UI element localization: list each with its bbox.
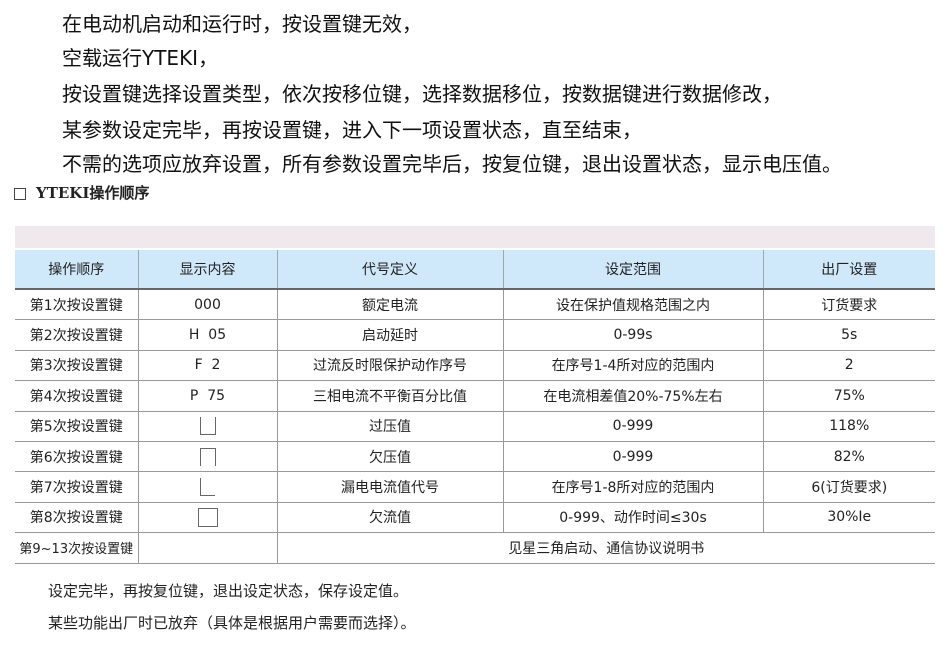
table-cell: 在序号1-8所对应的范围内 xyxy=(502,471,764,503)
table-cell: 2 xyxy=(762,349,935,382)
table-cell: 启动延时 xyxy=(276,319,504,351)
table-row: 第4次按设置键 P 75 三相电流不平衡百分比值 在电流相差值20%-75%左右 75% xyxy=(15,380,935,412)
table-cell: 0-999 xyxy=(502,410,764,442)
table-cell: 欠流值 xyxy=(276,501,504,534)
table-cell: 订货要求 xyxy=(762,288,935,321)
segment-display-icon xyxy=(199,447,216,466)
table-cell: 欠压值 xyxy=(276,440,504,473)
table-cell: 第7次按设置键 xyxy=(15,471,139,503)
table-cell: 第8次按设置键 xyxy=(15,501,139,534)
table-cell: 额定电流 xyxy=(276,288,504,321)
table-cell xyxy=(137,410,278,442)
square-bullet-icon xyxy=(14,188,26,200)
table-cell: F 2 xyxy=(137,349,278,382)
table-cell: 三相电流不平衡百分比值 xyxy=(276,380,504,412)
table-cell: 过压值 xyxy=(276,410,504,442)
table-cell: 5s xyxy=(762,319,935,351)
table-cell: 0-999、动作时间≤30s xyxy=(502,501,764,534)
table-row: 第7次按设置键 漏电电流值代号 在序号1-8所对应的范围内 6(订货要求) xyxy=(15,471,935,503)
table-cell: 82% xyxy=(762,440,935,473)
table-row: 第1次按设置键 000 额定电流 设在保护值规格范围之内 订货要求 xyxy=(15,288,935,321)
table-band xyxy=(15,226,935,248)
table-cell xyxy=(137,471,278,503)
table-cell: 118% xyxy=(762,410,935,442)
table-cell xyxy=(137,532,278,564)
header-cell: 设定范围 xyxy=(502,250,764,289)
table-row: 第8次按设置键 欠流值 0-999、动作时间≤30s 30%Ie xyxy=(15,501,935,534)
table-cell: 第1次按设置键 xyxy=(15,288,139,321)
table-cell: 见星三角启动、通信协议说明书 xyxy=(276,532,935,564)
table-cell: 0-99s xyxy=(502,319,764,351)
table-cell: P 75 xyxy=(137,380,278,412)
header-cell: 出厂设置 xyxy=(762,250,935,289)
table-cell: 第9~13次按设置键 xyxy=(15,532,139,564)
intro-line: 空载运行YTEKI， xyxy=(62,46,219,70)
segment-display-icon xyxy=(197,507,218,527)
section-title-text: YTEKI操作顺序 xyxy=(36,184,150,202)
footer-note: 某些功能出厂时已放弃（具体是根据用户需要而选择）。 xyxy=(48,614,416,632)
table-cell: 在电流相差值20%-75%左右 xyxy=(502,380,764,412)
table-cell: 30%Ie xyxy=(762,501,935,534)
table-cell: 第3次按设置键 xyxy=(15,349,139,382)
table-cell: 0-999 xyxy=(502,440,764,473)
header-cell: 操作顺序 xyxy=(15,250,139,289)
table-row: 第3次按设置键 F 2 过流反时限保护动作序号 在序号1-4所对应的范围内 2 xyxy=(15,349,935,382)
table-cell xyxy=(137,440,278,473)
operation-table: 操作顺序 显示内容 代号定义 设定范围 出厂设置 第1次按设置键 000 额定电流设… xyxy=(15,250,935,564)
table-cell: 过流反时限保护动作序号 xyxy=(276,349,504,382)
intro-line: 不需的选项应放弃设置，所有参数设置完毕后，按复位键，退出设置状态，显示电压值。 xyxy=(62,152,842,176)
header-cell: 显示内容 xyxy=(137,250,278,289)
table-header: 操作顺序 显示内容 代号定义 设定范围 出厂设置 xyxy=(15,250,935,289)
table-row: 第5次按设置键 过压值 0-999 118% xyxy=(15,410,935,442)
table-cell: 6(订货要求) xyxy=(762,471,935,503)
intro-line: 在电动机启动和运行时，按设置键无效， xyxy=(62,12,422,36)
intro-line: 某参数设定完毕，再按设置键，进入下一项设置状态，直至结束， xyxy=(62,118,642,142)
table-cell: 设在保护值规格范围之内 xyxy=(502,288,764,321)
segment-display-icon xyxy=(200,478,215,497)
table-cell xyxy=(137,501,278,534)
table-cell: 第4次按设置键 xyxy=(15,380,139,412)
table-row: 第2次按设置键 H 05 启动延时 0-99s 5s xyxy=(15,319,935,351)
table-cell: 000 xyxy=(137,288,278,321)
footer-note: 设定完毕，再按复位键，退出设定状态，保存设定值。 xyxy=(48,582,409,600)
header-cell: 代号定义 xyxy=(276,250,504,289)
table-cell: 第2次按设置键 xyxy=(15,319,139,351)
segment-display-icon xyxy=(199,417,216,436)
table-cell: H 05 xyxy=(137,319,278,351)
table-cell: 漏电电流值代号 xyxy=(276,471,504,503)
section-title: YTEKI操作顺序 xyxy=(14,182,149,203)
table-cell: 75% xyxy=(762,380,935,412)
table-cell: 在序号1-4所对应的范围内 xyxy=(502,349,764,382)
table-cell: 第5次按设置键 xyxy=(15,410,139,442)
table-row: 第9~13次按设置键 见星三角启动、通信协议说明书 xyxy=(15,532,935,564)
intro-line: 按设置键选择设置类型，依次按移位键，选择数据移位，按数据键进行数据修改， xyxy=(62,82,782,106)
table-cell: 第6次按设置键 xyxy=(15,440,139,473)
table-row: 第6次按设置键 欠压值 0-999 82% xyxy=(15,440,935,473)
